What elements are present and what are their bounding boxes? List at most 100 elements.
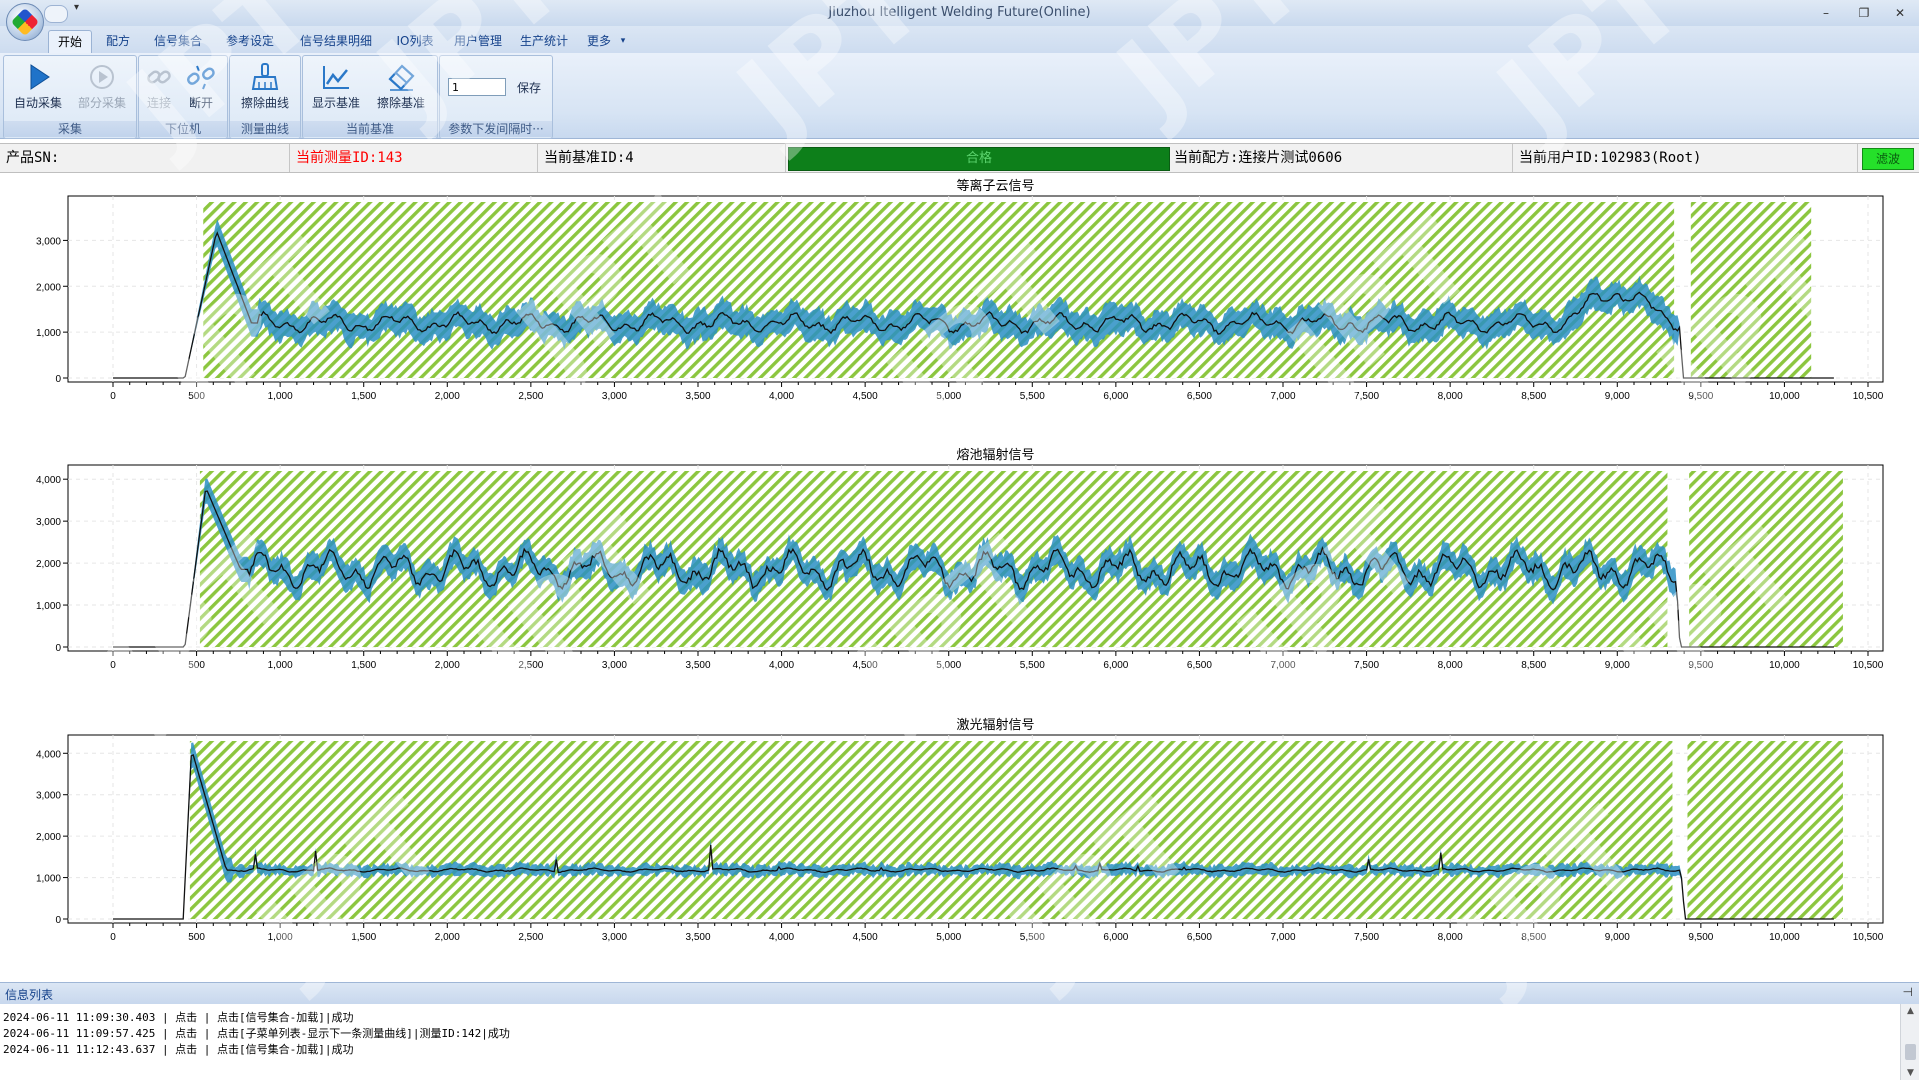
group-baseline-label: 当前基准 [303,121,437,137]
x-tick-label: 5,000 [936,391,961,402]
erase-baseline-button[interactable]: 擦除基准 [371,60,431,118]
x-tick-label: 2,500 [518,660,543,671]
log-line: 2024-06-11 11:09:57.425 | 点击 | 点击[子菜单列表-… [3,1027,510,1040]
connect-label: 连接 [146,96,171,110]
signal-line [113,231,1834,379]
group-measure-curve: 擦除曲线 测量曲线 [229,55,301,139]
partial-collect-button[interactable]: 部分采集 [72,60,132,118]
info-list-title: 信息列表 [5,988,54,1002]
tolerance-zone [189,741,1673,919]
x-tick-label: 8,000 [1438,660,1463,671]
x-tick-label: 4,500 [853,932,878,943]
baseline-id: 当前基准ID:4 [538,144,786,172]
x-tick-label: 8,500 [1521,660,1546,671]
x-tick-label: 4,000 [769,391,794,402]
erase-curve-button[interactable]: 擦除曲线 [235,60,295,118]
tab-reference-settings[interactable]: 参考设定 [225,34,274,48]
pin-icon[interactable]: ⊣ [1902,985,1913,999]
x-tick-label: 7,500 [1354,660,1379,671]
x-tick-label: 500 [188,391,205,402]
restore-button[interactable]: ❐ [1858,6,1870,20]
auto-collect-button[interactable]: 自动采集 [8,60,68,118]
x-tick-label: 7,000 [1270,660,1295,671]
title-bar: ▾ Jiuzhou Itelligent Welding Future(Onli… [0,0,1919,27]
x-tick-label: 2,000 [435,660,460,671]
minimize-button[interactable]: – [1823,6,1829,20]
x-tick-label: 8,500 [1521,932,1546,943]
result-badge: 合格 [788,147,1170,171]
interval-input[interactable] [448,78,506,96]
y-tick-label: 1,000 [36,328,61,339]
x-tick-label: 6,500 [1187,391,1212,402]
tolerance-zone [203,202,1675,378]
partial-collect-label: 部分采集 [77,96,126,110]
tab-signal-result-detail[interactable]: 信号结果明细 [299,34,372,48]
tab-io-list[interactable]: IO列表 [396,34,434,48]
scroll-up-icon[interactable]: ▲ [1907,1006,1914,1016]
signal-band [113,478,1834,647]
connect-button[interactable]: 连接 [129,60,189,118]
x-tick-label: 8,000 [1438,391,1463,402]
disconnect-button[interactable]: 断开 [171,60,231,118]
x-tick-label: 1,000 [268,391,293,402]
group-plc-label: 下位机 [139,121,227,137]
y-tick-label: 1,000 [36,601,61,612]
x-tick-label: 5,500 [1020,391,1045,402]
scroll-thumb[interactable] [1905,1044,1916,1060]
tab-signal-set[interactable]: 信号集合 [153,34,202,48]
molten-pool-signal-chart[interactable]: 熔池辐射信号 0 500 1,000 1,500 2,000 2,500 3,000 3,500… [0,443,1919,693]
erase-baseline-label: 擦除基准 [376,96,425,110]
y-tick-label: 3,000 [36,791,61,802]
x-tick-label: 6,500 [1187,932,1212,943]
tab-recipe[interactable]: 配方 [105,34,130,48]
save-button[interactable]: 保存 [517,81,542,95]
chart-title: 等离子云信号 [956,178,1034,193]
x-tick-label: 3,000 [602,932,627,943]
x-tick-label: 5,000 [936,932,961,943]
x-tick-label: 1,500 [351,660,376,671]
x-tick-label: 10,000 [1769,932,1800,943]
x-tick-label: 1,500 [351,932,376,943]
y-tick-label: 4,000 [36,749,61,760]
x-tick-label: 6,000 [1103,391,1128,402]
info-list-header: 信息列表 ⊣ [0,982,1919,1005]
x-tick-label: 7,500 [1354,391,1379,402]
signal-line [113,490,1834,648]
tolerance-zone [1689,471,1843,647]
info-scrollbar[interactable]: ▲ ▼ [1900,1004,1919,1080]
x-tick-label: 4,000 [769,660,794,671]
unlink-icon [186,65,215,90]
x-tick-label: 10,500 [1853,660,1884,671]
current-recipe: 当前配方:连接片测试0606 [1168,144,1513,172]
x-tick-label: 3,000 [602,391,627,402]
y-tick-label: 2,000 [36,282,61,293]
tab-more[interactable]: 更多 [586,34,611,48]
tab-production-stats[interactable]: 生产统计 [519,34,568,48]
auto-collect-label: 自动采集 [13,96,62,110]
quick-access-toolbar[interactable] [44,5,68,23]
tab-user-management[interactable]: 用户管理 [453,34,502,48]
quick-access-dropdown-icon[interactable]: ▾ [74,2,80,13]
y-tick-label: 2,000 [36,559,61,570]
measure-id: 当前测量ID:143 [290,144,538,172]
plasma-signal-chart[interactable]: 等离子云信号 0 500 1,000 1,500 2,000 2,500 3,000 3,500… [0,174,1919,424]
x-tick-label: 4,000 [769,932,794,943]
y-tick-label: 0 [55,915,61,926]
close-button[interactable]: ✕ [1894,6,1906,20]
product-sn: 产品SN: [0,144,290,172]
tolerance-zone [1687,741,1843,919]
x-tick-label: 3,500 [685,660,710,671]
signal-line [113,753,1834,920]
more-dropdown-icon[interactable]: ▾ [620,36,626,46]
x-tick-label: 2,500 [518,391,543,402]
tab-start[interactable]: 开始 [48,30,92,53]
show-baseline-button[interactable]: 显示基准 [306,60,366,118]
scroll-down-icon[interactable]: ▼ [1907,1068,1914,1078]
erase-curve-label: 擦除曲线 [240,96,289,110]
filter-button[interactable]: 滤波 [1862,148,1914,170]
app-menu-button[interactable] [6,3,44,41]
laser-signal-chart[interactable]: 激光辐射信号 0 500 1,000 1,500 2,000 2,500 3,000 3,500… [0,713,1919,965]
x-tick-label: 0 [110,391,116,402]
x-tick-label: 8,500 [1521,391,1546,402]
y-tick-label: 0 [55,643,61,654]
